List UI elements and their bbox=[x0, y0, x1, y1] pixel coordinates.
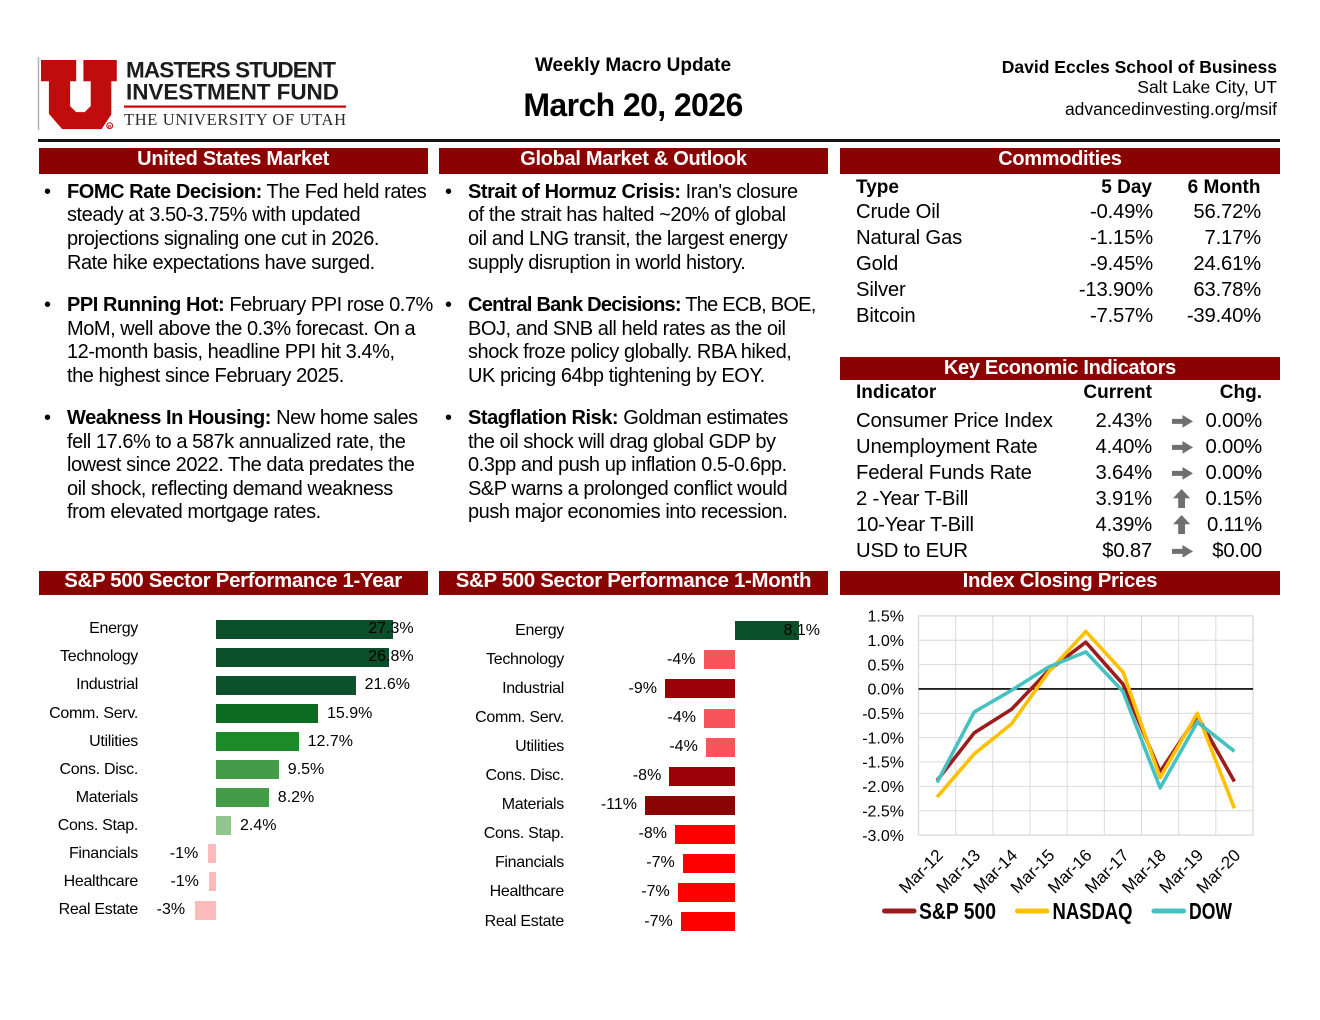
svg-text:NASDAQ: NASDAQ bbox=[1053, 898, 1133, 924]
svg-text:MASTERS STUDENT: MASTERS STUDENT bbox=[126, 58, 336, 83]
svg-text:-2.0%: -2.0% bbox=[862, 779, 904, 796]
svg-text:0.0%: 0.0% bbox=[868, 682, 904, 699]
svg-text:1.5%: 1.5% bbox=[868, 609, 904, 626]
svg-text:S&P 500: S&P 500 bbox=[919, 898, 996, 924]
svg-text:-0.5%: -0.5% bbox=[862, 706, 904, 723]
svg-text:-1.5%: -1.5% bbox=[862, 755, 904, 772]
svg-text:1.0%: 1.0% bbox=[868, 633, 904, 650]
svg-text:0.5%: 0.5% bbox=[868, 657, 904, 674]
svg-text:THE UNIVERSITY OF UTAH: THE UNIVERSITY OF UTAH bbox=[124, 110, 346, 129]
svg-text:-1.0%: -1.0% bbox=[862, 730, 904, 747]
svg-text:DOW: DOW bbox=[1189, 898, 1232, 924]
svg-text:R: R bbox=[108, 124, 112, 129]
svg-text:-2.5%: -2.5% bbox=[862, 803, 904, 820]
svg-text:-3.0%: -3.0% bbox=[862, 828, 904, 845]
svg-text:INVESTMENT FUND: INVESTMENT FUND bbox=[126, 80, 339, 105]
